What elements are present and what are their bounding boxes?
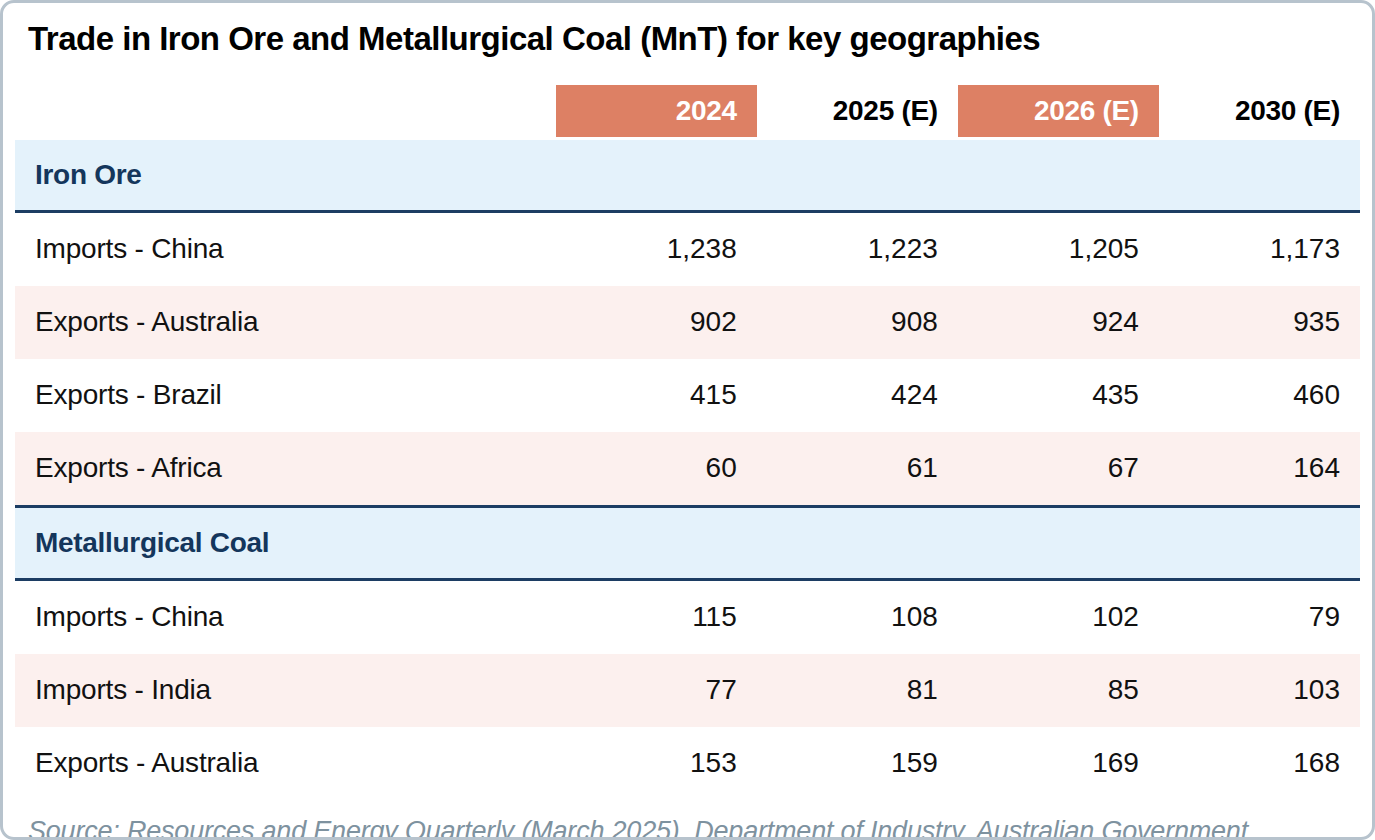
column-header-2025-e: 2025 (E) — [757, 85, 958, 139]
row-label: Imports - China — [15, 211, 556, 286]
infographic-card: Trade in Iron Ore and Metallurgical Coal… — [0, 0, 1375, 840]
cell-value: 902 — [556, 286, 757, 359]
table-row: Exports - Africa606167164 — [15, 432, 1360, 507]
cell-value: 164 — [1159, 432, 1360, 507]
column-header-2026-e: 2026 (E) — [958, 85, 1159, 139]
cell-value: 60 — [556, 432, 757, 507]
cell-value: 460 — [1159, 359, 1360, 432]
cell-value: 159 — [757, 727, 958, 800]
cell-value: 435 — [958, 359, 1159, 432]
row-label: Imports - India — [15, 654, 556, 727]
table-row: Exports - Brazil415424435460 — [15, 359, 1360, 432]
cell-value: 108 — [757, 579, 958, 654]
row-label: Exports - Brazil — [15, 359, 556, 432]
cell-value: 67 — [958, 432, 1159, 507]
cell-value: 424 — [757, 359, 958, 432]
section-title: Iron Ore — [15, 138, 1360, 211]
section-header-row: Iron Ore — [15, 138, 1360, 211]
row-label: Exports - Australia — [15, 286, 556, 359]
page-title: Trade in Iron Ore and Metallurgical Coal… — [28, 19, 1360, 59]
cell-value: 115 — [556, 579, 757, 654]
section-header-row: Metallurgical Coal — [15, 506, 1360, 579]
cell-value: 1,205 — [958, 211, 1159, 286]
table-row: Exports - Australia902908924935 — [15, 286, 1360, 359]
cell-value: 102 — [958, 579, 1159, 654]
column-header-2030-e: 2030 (E) — [1159, 85, 1360, 139]
cell-value: 169 — [958, 727, 1159, 800]
column-header-spacer — [15, 85, 556, 139]
cell-value: 79 — [1159, 579, 1360, 654]
cell-value: 415 — [556, 359, 757, 432]
column-header-row: 20242025 (E)2026 (E)2030 (E) — [15, 85, 1360, 139]
column-header-2024: 2024 — [556, 85, 757, 139]
cell-value: 103 — [1159, 654, 1360, 727]
table-row: Imports - China11510810279 — [15, 579, 1360, 654]
cell-value: 1,223 — [757, 211, 958, 286]
cell-value: 908 — [757, 286, 958, 359]
cell-value: 61 — [757, 432, 958, 507]
cell-value: 85 — [958, 654, 1159, 727]
cell-value: 935 — [1159, 286, 1360, 359]
table-body: Iron OreImports - China1,2381,2231,2051,… — [15, 138, 1360, 800]
cell-value: 77 — [556, 654, 757, 727]
table-row: Imports - China1,2381,2231,2051,173 — [15, 211, 1360, 286]
table-row: Imports - India778185103 — [15, 654, 1360, 727]
cell-value: 81 — [757, 654, 958, 727]
cell-value: 168 — [1159, 727, 1360, 800]
cell-value: 1,238 — [556, 211, 757, 286]
trade-table: 20242025 (E)2026 (E)2030 (E) Iron OreImp… — [15, 85, 1360, 800]
table-row: Exports - Australia153159169168 — [15, 727, 1360, 800]
row-label: Imports - China — [15, 579, 556, 654]
cell-value: 153 — [556, 727, 757, 800]
section-title: Metallurgical Coal — [15, 506, 1360, 579]
row-label: Exports - Australia — [15, 727, 556, 800]
source-note: Source: Resources and Energy Quarterly (… — [28, 816, 1360, 840]
cell-value: 924 — [958, 286, 1159, 359]
cell-value: 1,173 — [1159, 211, 1360, 286]
row-label: Exports - Africa — [15, 432, 556, 507]
